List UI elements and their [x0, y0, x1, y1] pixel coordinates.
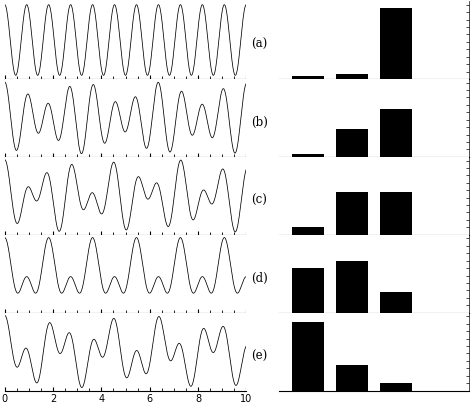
Bar [380, 9, 412, 80]
Bar [336, 365, 368, 391]
Text: (d): (d) [251, 272, 268, 284]
Bar [292, 323, 324, 391]
Bar [292, 155, 324, 157]
Text: (e): (e) [251, 349, 267, 362]
Bar [292, 228, 324, 235]
Bar [380, 192, 412, 235]
Bar [292, 268, 324, 313]
Bar [380, 383, 412, 391]
Text: (b): (b) [251, 116, 268, 129]
Text: (c): (c) [251, 194, 267, 207]
Text: (a): (a) [251, 38, 267, 51]
Bar [336, 129, 368, 157]
Bar [292, 77, 324, 80]
Bar [380, 109, 412, 157]
Bar [336, 261, 368, 313]
Bar [380, 292, 412, 313]
Bar [336, 74, 368, 80]
Bar [336, 192, 368, 235]
